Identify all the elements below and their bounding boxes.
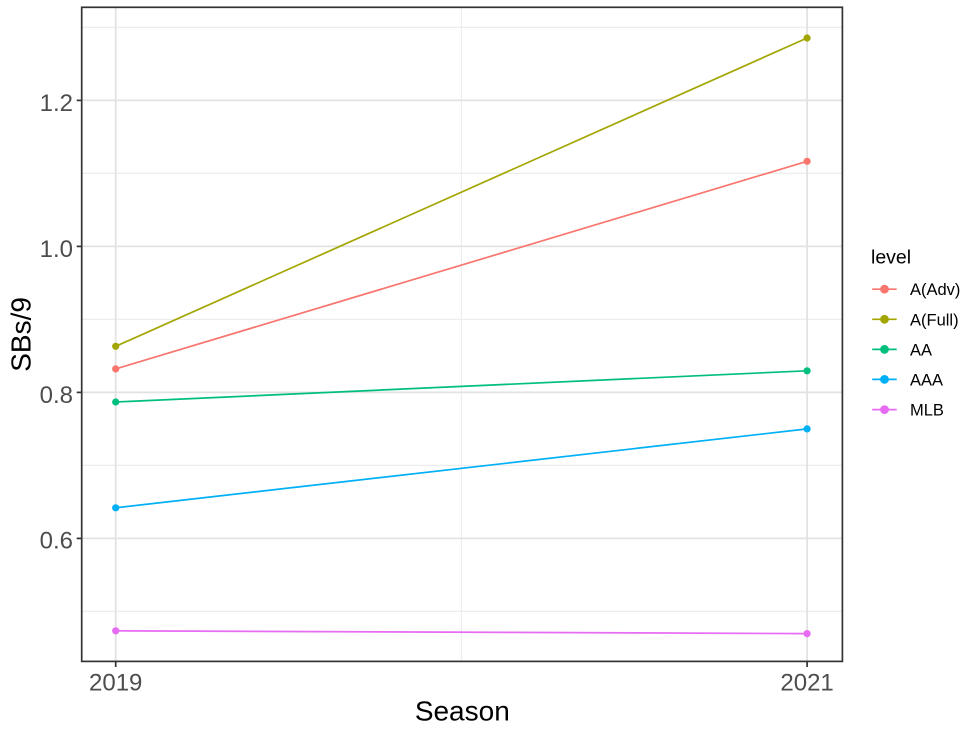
svg-text:0.8: 0.8: [40, 382, 73, 409]
svg-text:2019: 2019: [89, 669, 142, 696]
svg-text:1.0: 1.0: [40, 236, 73, 263]
svg-text:AA: AA: [910, 341, 932, 359]
svg-text:1.2: 1.2: [40, 90, 73, 117]
svg-text:2021: 2021: [780, 669, 833, 696]
svg-text:A(Full): A(Full): [910, 311, 959, 329]
svg-text:Season: Season: [415, 696, 510, 727]
svg-text:level: level: [871, 247, 911, 269]
svg-text:SBs/9: SBs/9: [6, 297, 37, 372]
svg-text:A(Adv): A(Adv): [910, 281, 960, 299]
svg-text:AAA: AAA: [910, 371, 943, 389]
svg-text:0.6: 0.6: [40, 527, 73, 554]
svg-text:MLB: MLB: [910, 402, 944, 420]
